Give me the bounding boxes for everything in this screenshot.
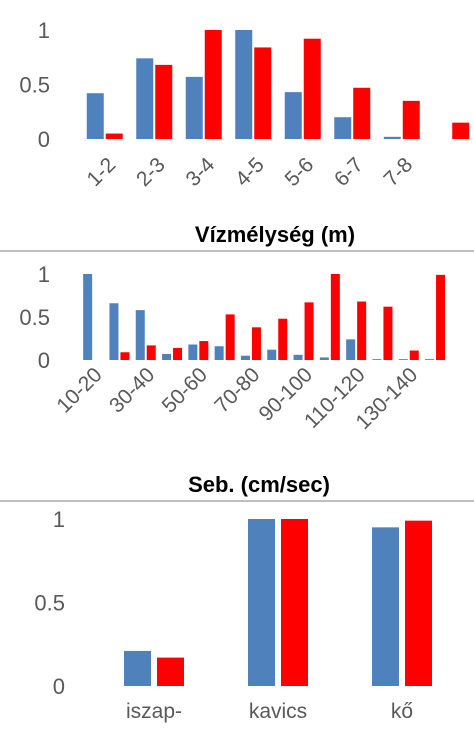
bar-series-1 bbox=[284, 92, 302, 139]
bar-series-2 bbox=[204, 30, 222, 139]
bar-series-2 bbox=[303, 38, 321, 139]
x-tick-label: kő bbox=[391, 700, 413, 723]
bar-series-2 bbox=[281, 519, 308, 686]
bar-series-2 bbox=[120, 352, 130, 360]
bar-series-2 bbox=[409, 350, 419, 360]
bar-series-1 bbox=[248, 519, 275, 686]
bar-series-1 bbox=[240, 355, 250, 360]
bar-series-2 bbox=[436, 274, 446, 360]
y-tick-label: 0.5 bbox=[19, 305, 50, 330]
x-tick-label: 10-20 bbox=[52, 363, 106, 417]
bar-series-1 bbox=[398, 359, 408, 360]
bar-series-2 bbox=[173, 347, 183, 360]
bar-series-1 bbox=[319, 357, 329, 360]
x-tick-label: 1-2 bbox=[83, 153, 121, 191]
bar-series-2 bbox=[402, 100, 420, 139]
bar-series-2 bbox=[105, 133, 123, 139]
y-tick-label: 0 bbox=[38, 127, 50, 152]
bar-series-1 bbox=[293, 354, 303, 360]
y-tick-label: 0.5 bbox=[19, 73, 50, 98]
chart-panel-2: 00.5110-2030-4050-6070-8090-100110-12013… bbox=[19, 262, 446, 497]
bar-series-2 bbox=[254, 47, 272, 139]
x-tick-label: 4-5 bbox=[231, 153, 269, 191]
bar-series-1 bbox=[124, 650, 151, 686]
bar-series-1 bbox=[372, 527, 399, 686]
bar-series-2 bbox=[353, 87, 371, 139]
bar-series-1 bbox=[109, 303, 119, 360]
bar-series-2 bbox=[225, 314, 235, 360]
bar-series-1 bbox=[214, 346, 224, 360]
y-tick-label: 1 bbox=[38, 262, 50, 287]
x-axis-label: Seb. (cm/sec) bbox=[188, 472, 330, 497]
bar-series-1 bbox=[383, 136, 401, 139]
bar-series-2 bbox=[278, 318, 288, 360]
y-tick-label: 1 bbox=[53, 507, 65, 532]
bar-series-1 bbox=[185, 76, 203, 139]
x-tick-label: kavics bbox=[249, 700, 307, 723]
bar-series-2 bbox=[357, 301, 367, 360]
bar-series-1 bbox=[346, 339, 356, 360]
x-tick-label: 30-40 bbox=[105, 363, 159, 417]
panel-divider bbox=[0, 500, 474, 502]
bar-series-2 bbox=[199, 341, 209, 360]
bar-series-2 bbox=[251, 327, 261, 360]
x-tick-label: 3-4 bbox=[182, 153, 220, 191]
y-tick-label: 0 bbox=[53, 674, 65, 699]
panel-divider bbox=[0, 250, 474, 252]
x-tick-label: iszap- bbox=[126, 700, 182, 723]
bar-series-1 bbox=[162, 353, 172, 360]
bar-series-2 bbox=[157, 657, 184, 686]
bar-series-1 bbox=[135, 310, 145, 360]
bar-series-1 bbox=[235, 30, 253, 139]
chart-panel-1: 0 0.5 1 1-2 2-3 3-4 4-5 5-6 6-7 7-8 Vízmélység (m) bbox=[19, 18, 470, 247]
bar-series-2 bbox=[155, 64, 173, 139]
y-tick-label: 0 bbox=[38, 348, 50, 373]
bar-series-1 bbox=[136, 58, 154, 140]
bar-series-2 bbox=[405, 520, 432, 686]
x-tick-label: 5-6 bbox=[281, 153, 319, 191]
bar-series-1 bbox=[83, 274, 93, 360]
bar-series-2 bbox=[383, 306, 393, 360]
bar-series-2 bbox=[304, 302, 314, 360]
x-tick-label: 7-8 bbox=[380, 153, 418, 191]
bar-series-1 bbox=[425, 359, 435, 360]
bar-series-1 bbox=[267, 349, 277, 360]
chart-panel-3: 0 0.5 1 iszap-kavics kő bbox=[34, 507, 432, 723]
bar-series-2 bbox=[146, 345, 156, 360]
y-tick-label: 0.5 bbox=[34, 591, 65, 616]
bar-series-1 bbox=[372, 359, 382, 360]
bar-series-1 bbox=[334, 117, 352, 139]
y-tick-label: 1 bbox=[38, 18, 50, 43]
bar-series-1 bbox=[86, 93, 104, 139]
x-tick-label: 6-7 bbox=[330, 153, 368, 191]
x-axis-label: Vízmélység (m) bbox=[195, 222, 355, 247]
x-tick-label: 50-60 bbox=[158, 363, 212, 417]
bar-series-2 bbox=[330, 274, 340, 360]
bar-series-1 bbox=[188, 344, 198, 360]
x-tick-label: 2-3 bbox=[132, 153, 170, 191]
bar-series-2 bbox=[452, 122, 470, 139]
